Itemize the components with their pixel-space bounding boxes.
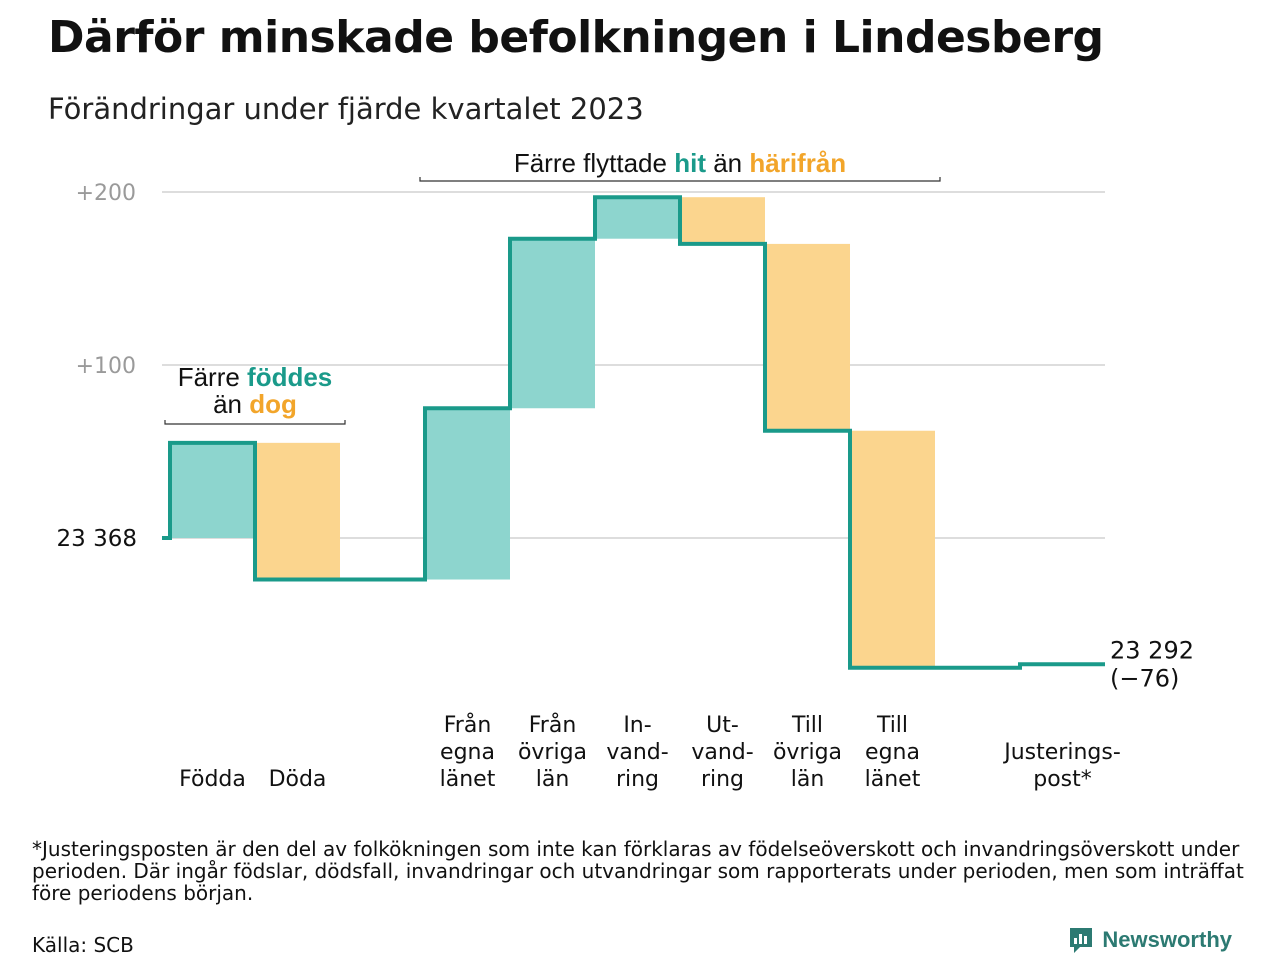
waterfall-bar <box>850 430 935 668</box>
start-value-label: 23 368 <box>57 526 137 552</box>
category-label: In- <box>623 713 651 738</box>
waterfall-bar <box>255 442 340 580</box>
annotation-part: Färre <box>178 362 247 392</box>
category-label: egna <box>440 740 495 765</box>
waterfall-bar <box>680 197 765 244</box>
category-label: länet <box>440 767 496 792</box>
category-label: Från <box>444 712 492 738</box>
brand-logo: Newsworthy <box>1068 926 1232 954</box>
waterfall-bar <box>595 197 680 239</box>
category-label: län <box>791 767 825 792</box>
annotation-bracket <box>164 420 346 425</box>
annotation-bracket <box>419 177 941 182</box>
annotation-part: än <box>706 148 749 178</box>
category-label: Till <box>876 713 908 738</box>
category-label: Födda <box>179 767 246 792</box>
bars <box>170 197 935 668</box>
category-label: vand- <box>691 740 753 765</box>
annotation-part: föddes <box>247 362 332 392</box>
chart-title: Därför minskade befolkningen i Lindesber… <box>48 12 1104 63</box>
brand-name: Newsworthy <box>1102 927 1232 952</box>
category-label: Ut- <box>706 713 739 738</box>
category-label: Från <box>529 712 577 738</box>
category-label: vand- <box>606 740 668 765</box>
waterfall-bar <box>510 238 595 409</box>
category-label: övriga <box>518 740 587 765</box>
end-change-label: (−76) <box>1110 664 1179 692</box>
category-label: län <box>536 767 570 792</box>
category-label: egna <box>865 740 920 765</box>
category-label: Till <box>791 713 823 738</box>
y-tick-label: +100 <box>76 354 136 379</box>
annotation-part: härifrån <box>749 148 846 178</box>
category-label: post* <box>1033 767 1092 792</box>
newsworthy-logo-icon <box>1070 928 1093 953</box>
annotation-text: än dog <box>213 389 297 419</box>
waterfall-bar <box>765 243 850 431</box>
annotation-part: Färre flyttade <box>514 148 674 178</box>
step-line <box>162 195 1105 670</box>
annotation-part: än <box>213 389 249 419</box>
y-tick-label: +200 <box>76 181 136 206</box>
annotation-text: Färre flyttade hit än härifrån <box>514 148 846 178</box>
category-label: länet <box>865 767 921 792</box>
annotation-part: dog <box>249 389 297 419</box>
category-label: ring <box>701 767 744 792</box>
annotation-text: Färre föddes <box>178 362 333 392</box>
category-label: ring <box>616 767 659 792</box>
source-note: Källa: SCB <box>32 933 134 957</box>
step-line-group <box>162 195 1105 670</box>
chart-subtitle: Förändringar under fjärde kvartalet 2023 <box>48 92 644 126</box>
waterfall-bar <box>425 408 510 580</box>
footnote: *Justeringsposten är den del av folkökni… <box>32 837 1244 905</box>
annotation-part: hit <box>674 148 706 178</box>
category-label: Justerings- <box>1002 740 1121 765</box>
category-label: Döda <box>269 767 327 792</box>
category-label: övriga <box>773 740 842 765</box>
waterfall-bar <box>170 442 255 538</box>
end-value-label: 23 292 <box>1110 636 1194 664</box>
